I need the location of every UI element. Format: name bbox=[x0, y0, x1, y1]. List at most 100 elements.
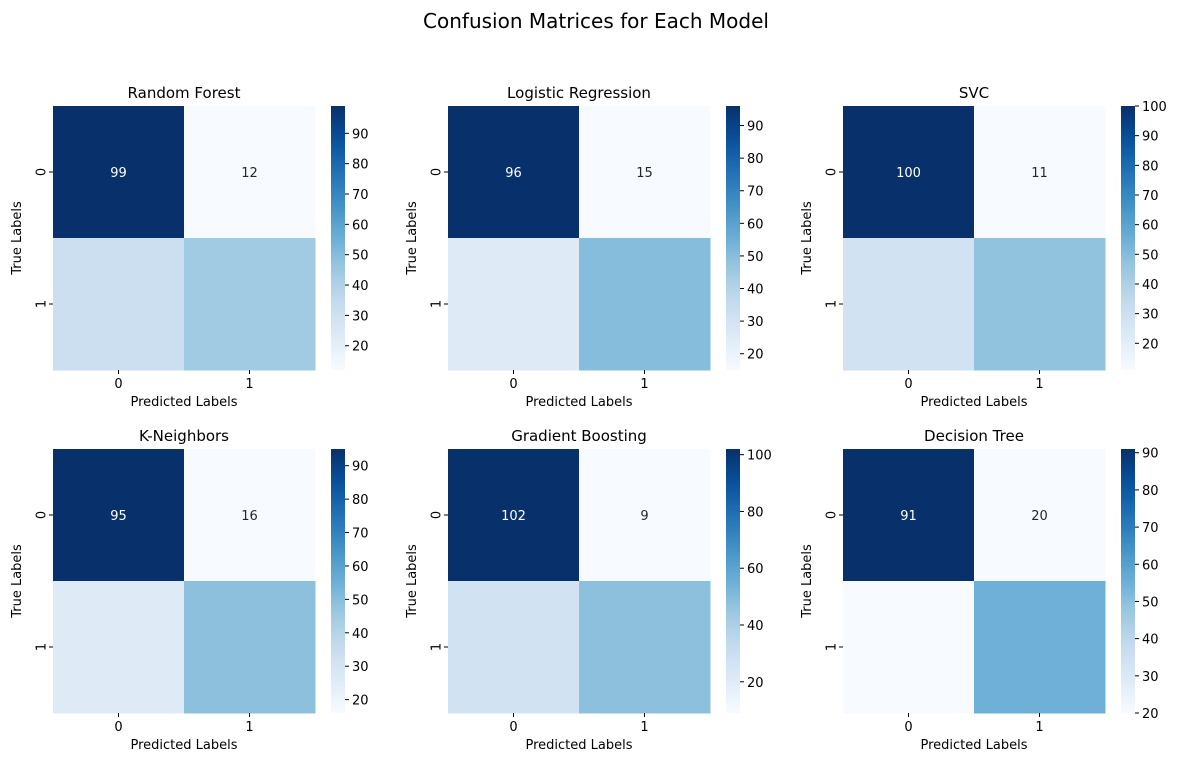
heatmap-cell bbox=[448, 581, 580, 714]
panel-title: Decision Tree bbox=[924, 427, 1024, 445]
colorbar-tick-label: 50 bbox=[1142, 248, 1159, 263]
y-axis-label: True Labels bbox=[405, 201, 420, 276]
heatmap-cell bbox=[974, 106, 1106, 239]
heatmap-cell bbox=[579, 238, 711, 371]
x-tick-label: 1 bbox=[1035, 377, 1043, 392]
y-tick-label: 1 bbox=[35, 300, 50, 308]
colorbar-tick-label: 60 bbox=[352, 218, 369, 233]
colorbar bbox=[726, 449, 740, 713]
colorbar-tick-label: 50 bbox=[747, 250, 764, 265]
colorbar-tick-label: 20 bbox=[1142, 707, 1159, 722]
heatmap-cell bbox=[974, 449, 1106, 582]
colorbar-tick-label: 20 bbox=[747, 676, 764, 691]
heatmap-cell bbox=[184, 106, 316, 239]
x-axis-label: Predicted Labels bbox=[525, 395, 632, 410]
heatmap-cell bbox=[974, 581, 1106, 714]
heatmap-cell bbox=[843, 238, 975, 371]
colorbar-tick-label: 50 bbox=[352, 593, 369, 608]
heatmap-panel-5: Decision Tree 91 20 0 1 Predicted Labels 0 1 Tru… bbox=[800, 427, 1159, 753]
colorbar-tick-label: 90 bbox=[352, 127, 369, 142]
heatmap-cell bbox=[53, 581, 185, 714]
heatmap-panel-2: SVC 100 11 0 1 Predicted Labels 0 1 True Labels 2… bbox=[800, 84, 1167, 410]
heatmap-panel-0: Random Forest 99 12 0 1 Predicted Labels 0 1 Tru… bbox=[10, 84, 369, 410]
colorbar-tick-label: 40 bbox=[1142, 278, 1159, 293]
colorbar-tick-label: 80 bbox=[352, 158, 369, 173]
colorbar-tick-label: 40 bbox=[747, 619, 764, 634]
heatmap-cell bbox=[843, 106, 975, 239]
heatmap-panel-4: Gradient Boosting 102 9 0 1 Predicted Labels 0… bbox=[405, 427, 772, 753]
y-tick-label: 1 bbox=[430, 643, 445, 651]
colorbar-tick-label: 30 bbox=[1142, 670, 1159, 685]
heatmap-cell bbox=[448, 106, 580, 239]
x-axis-label: Predicted Labels bbox=[525, 738, 632, 753]
x-axis-label: Predicted Labels bbox=[920, 738, 1027, 753]
colorbar-tick-label: 90 bbox=[747, 120, 764, 135]
colorbar-tick-label: 80 bbox=[747, 505, 764, 520]
x-tick-label: 1 bbox=[1035, 720, 1043, 735]
y-axis-label: True Labels bbox=[800, 544, 815, 619]
colorbar-tick-label: 100 bbox=[1142, 100, 1167, 115]
y-tick-label: 1 bbox=[35, 643, 50, 651]
colorbar-tick-label: 90 bbox=[352, 460, 369, 475]
x-tick-label: 1 bbox=[245, 377, 253, 392]
heatmap-cell bbox=[448, 449, 580, 582]
heatmap-cell bbox=[184, 449, 316, 582]
heatmap-cell bbox=[843, 581, 975, 714]
colorbar bbox=[331, 106, 345, 370]
colorbar-tick-label: 40 bbox=[352, 627, 369, 642]
heatmap-cell bbox=[579, 581, 711, 714]
colorbar-tick-label: 60 bbox=[1142, 558, 1159, 573]
x-tick-label: 0 bbox=[114, 720, 122, 735]
colorbar-tick-label: 70 bbox=[747, 185, 764, 200]
colorbar-tick-label: 90 bbox=[1142, 447, 1159, 462]
y-axis-label: True Labels bbox=[10, 544, 25, 619]
colorbar-tick-label: 20 bbox=[352, 694, 369, 709]
heatmap-cell bbox=[53, 238, 185, 371]
colorbar-tick-label: 20 bbox=[1142, 337, 1159, 352]
colorbar-tick-label: 70 bbox=[352, 188, 369, 203]
x-tick-label: 0 bbox=[509, 377, 517, 392]
y-axis-label: True Labels bbox=[10, 201, 25, 276]
colorbar-tick-label: 60 bbox=[747, 562, 764, 577]
cell-value-label: 9 bbox=[640, 509, 648, 524]
cell-value-label: 16 bbox=[241, 509, 258, 524]
y-tick-label: 0 bbox=[430, 511, 445, 519]
cell-value-label: 20 bbox=[1031, 509, 1048, 524]
colorbar-tick-label: 50 bbox=[1142, 595, 1159, 610]
figure-title: Confusion Matrices for Each Model bbox=[423, 9, 769, 33]
y-axis-label: True Labels bbox=[800, 201, 815, 276]
colorbar-tick-label: 60 bbox=[352, 560, 369, 575]
y-tick-label: 0 bbox=[430, 168, 445, 176]
colorbar-tick-label: 30 bbox=[747, 315, 764, 330]
colorbar-tick-label: 80 bbox=[747, 152, 764, 167]
colorbar-tick-label: 90 bbox=[1142, 130, 1159, 145]
heatmap-cell bbox=[843, 449, 975, 582]
x-tick-label: 0 bbox=[904, 720, 912, 735]
colorbar-tick-label: 80 bbox=[1142, 159, 1159, 174]
x-tick-label: 1 bbox=[640, 377, 648, 392]
colorbar-tick-label: 30 bbox=[352, 660, 369, 675]
cell-value-label: 11 bbox=[1031, 166, 1048, 181]
heatmap-cell bbox=[53, 449, 185, 582]
cell-value-label: 91 bbox=[900, 509, 917, 524]
colorbar-tick-label: 40 bbox=[747, 283, 764, 298]
heatmap-cell bbox=[448, 238, 580, 371]
colorbar-tick-label: 60 bbox=[747, 217, 764, 232]
colorbar-tick-label: 40 bbox=[352, 279, 369, 294]
colorbar-tick-label: 20 bbox=[352, 340, 369, 355]
colorbar-tick-label: 70 bbox=[1142, 521, 1159, 536]
y-tick-label: 0 bbox=[825, 168, 840, 176]
heatmap-cell bbox=[53, 106, 185, 239]
colorbar-tick-label: 70 bbox=[1142, 189, 1159, 204]
x-tick-label: 0 bbox=[114, 377, 122, 392]
cell-value-label: 15 bbox=[636, 166, 653, 181]
colorbar-tick-label: 30 bbox=[1142, 308, 1159, 323]
x-tick-label: 0 bbox=[509, 720, 517, 735]
cell-value-label: 95 bbox=[110, 509, 127, 524]
x-axis-label: Predicted Labels bbox=[130, 738, 237, 753]
colorbar-tick-label: 30 bbox=[352, 309, 369, 324]
heatmap-cell bbox=[184, 581, 316, 714]
